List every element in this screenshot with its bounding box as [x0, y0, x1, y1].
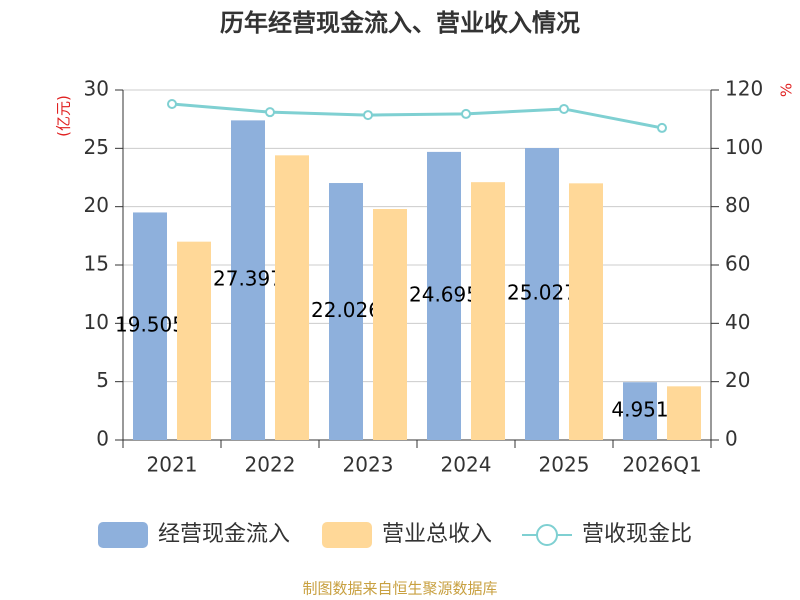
line-series	[171, 102, 663, 130]
y2-tick-label: 120	[725, 77, 763, 101]
bar	[525, 148, 559, 441]
y2-tick-label: 60	[725, 252, 750, 276]
legend-swatch	[536, 524, 558, 546]
bar	[667, 386, 701, 440]
legend-label: 营业总收入	[382, 522, 492, 547]
bar	[623, 382, 657, 440]
x-tick-label: 2024	[441, 453, 492, 477]
y-tick-label: 30	[84, 77, 109, 101]
y2-axis-label: %	[778, 83, 796, 97]
y-tick-label: 10	[84, 310, 109, 334]
line-point	[363, 110, 373, 121]
x-tick-label: 2026Q1	[622, 453, 701, 477]
y-tick-label: 25	[84, 135, 109, 159]
bar	[373, 209, 407, 440]
bar	[471, 182, 505, 440]
y-tick-label: 15	[84, 252, 109, 276]
y-tick-label: 5	[96, 368, 109, 392]
x-tick-label: 2023	[343, 453, 394, 477]
bar	[177, 241, 211, 440]
x-tick-label: 2022	[245, 453, 296, 477]
bar	[427, 151, 461, 440]
bar	[133, 212, 167, 440]
legend-swatch	[98, 522, 148, 548]
y2-tick-label: 40	[725, 310, 750, 334]
y2-tick-label: 0	[725, 427, 738, 451]
bar	[569, 183, 603, 441]
line-point	[167, 99, 177, 109]
data-label: 4.951	[611, 398, 668, 422]
y2-tick-label: 100	[725, 135, 763, 159]
data-label: 19.505	[115, 313, 185, 337]
data-label: 22.026	[311, 298, 381, 322]
bar	[275, 155, 309, 441]
legend-swatch	[322, 522, 372, 548]
data-label: 24.695	[409, 282, 479, 306]
data-label: 25.027	[507, 281, 577, 305]
chart-title: 历年经营现金流入、营业收入情况	[220, 9, 580, 37]
y-tick-label: 0	[96, 427, 109, 451]
line-point	[461, 108, 471, 119]
x-tick-label: 2021	[147, 453, 198, 477]
y2-tick-label: 80	[725, 193, 750, 217]
y-axis-label: (亿元)	[55, 95, 73, 137]
legend-label: 经营现金流入	[158, 522, 290, 547]
legend-label: 营收现金比	[582, 522, 692, 547]
source-note: 制图数据来自恒生聚源数据库	[302, 580, 497, 598]
line-point	[265, 107, 275, 118]
y2-tick-label: 20	[725, 368, 750, 392]
line-point	[657, 122, 667, 133]
x-tick-label: 2025	[539, 453, 590, 477]
line-point	[559, 103, 569, 114]
bar	[231, 120, 265, 440]
bar	[329, 183, 363, 440]
data-label: 27.397	[213, 267, 283, 291]
y-tick-label: 20	[84, 193, 109, 217]
